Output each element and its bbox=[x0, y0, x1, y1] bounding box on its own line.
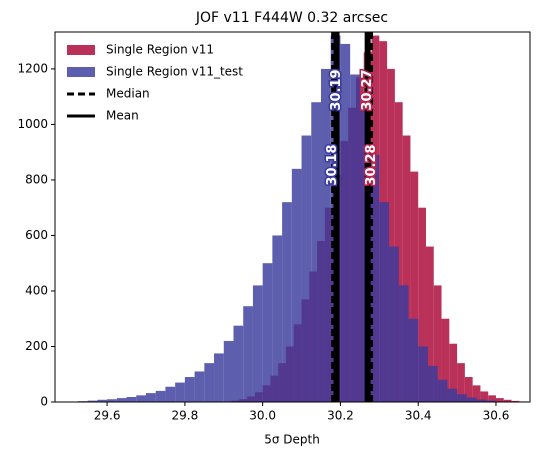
legend-swatch bbox=[67, 45, 95, 55]
legend-label: Median bbox=[106, 87, 150, 101]
bar bbox=[291, 168, 302, 402]
bar bbox=[155, 390, 166, 402]
bar bbox=[418, 346, 428, 402]
legend-label: Single Region v11 bbox=[106, 43, 214, 57]
bar bbox=[223, 340, 234, 402]
bar bbox=[145, 393, 156, 402]
marker-label: 30.28 bbox=[364, 144, 379, 185]
bar bbox=[116, 398, 127, 402]
bar bbox=[252, 285, 263, 402]
bar bbox=[243, 306, 253, 402]
y-tick-label: 0 bbox=[40, 395, 48, 409]
bar bbox=[97, 399, 108, 402]
bar bbox=[410, 171, 419, 402]
bar bbox=[441, 318, 450, 402]
x-tick-label: 30.4 bbox=[405, 409, 432, 423]
x-tick-label: 30.6 bbox=[483, 409, 510, 423]
bar bbox=[262, 263, 273, 402]
bar bbox=[126, 397, 137, 402]
bar bbox=[433, 285, 442, 402]
bar bbox=[136, 395, 146, 402]
x-tick-label: 29.8 bbox=[172, 409, 199, 423]
legend-swatch bbox=[67, 67, 95, 77]
bar bbox=[447, 388, 458, 402]
bar bbox=[194, 371, 205, 402]
bar bbox=[379, 202, 390, 402]
bar bbox=[427, 365, 438, 402]
bar bbox=[311, 102, 321, 402]
y-tick-label: 1000 bbox=[17, 117, 48, 131]
x-tick-label: 30.2 bbox=[327, 409, 354, 423]
bar bbox=[340, 43, 351, 402]
x-axis-label: 5σ Depth bbox=[264, 433, 320, 447]
legend-label: Mean bbox=[106, 109, 139, 123]
bar bbox=[476, 399, 487, 402]
plot-frame bbox=[54, 31, 531, 403]
bar bbox=[398, 285, 409, 402]
y-tick-label: 600 bbox=[25, 228, 48, 242]
bar bbox=[511, 400, 520, 402]
bar bbox=[472, 385, 481, 402]
marker-label: 30.27 bbox=[360, 69, 375, 110]
bar bbox=[87, 400, 98, 402]
bar bbox=[495, 398, 504, 402]
y-tick-label: 200 bbox=[25, 339, 48, 353]
y-tick-label: 800 bbox=[25, 172, 48, 186]
bar bbox=[389, 246, 399, 402]
legend-label: Single Region v11_test bbox=[106, 65, 243, 79]
bar bbox=[488, 395, 496, 402]
chart-title: JOF v11 F444W 0.32 arcsec bbox=[195, 10, 388, 26]
bar bbox=[214, 353, 224, 402]
x-tick-label: 30.0 bbox=[249, 409, 276, 423]
bar bbox=[301, 135, 312, 402]
bar bbox=[184, 377, 195, 402]
bar bbox=[480, 391, 489, 402]
bar bbox=[387, 68, 395, 402]
bar bbox=[503, 399, 512, 402]
bar bbox=[165, 386, 176, 402]
bar bbox=[464, 377, 473, 402]
bar bbox=[282, 202, 292, 402]
bar bbox=[107, 399, 117, 402]
bar bbox=[175, 382, 185, 402]
y-tick-label: 400 bbox=[25, 283, 48, 297]
bar bbox=[350, 74, 360, 403]
bar bbox=[272, 235, 283, 402]
marker-label: 30.18 bbox=[325, 144, 340, 185]
bar bbox=[204, 363, 215, 402]
bar bbox=[402, 135, 411, 402]
bar bbox=[466, 397, 477, 402]
bar bbox=[320, 68, 331, 402]
bar bbox=[394, 102, 403, 402]
bar bbox=[418, 207, 426, 402]
bar bbox=[457, 363, 465, 402]
bar bbox=[369, 154, 380, 402]
bar bbox=[437, 379, 448, 402]
y-tick-label: 1200 bbox=[17, 61, 48, 75]
bar bbox=[449, 343, 458, 402]
bar bbox=[486, 400, 496, 402]
bar bbox=[457, 394, 467, 402]
bar bbox=[233, 325, 244, 402]
bar bbox=[425, 246, 434, 402]
x-tick-label: 29.6 bbox=[94, 409, 121, 423]
bar bbox=[408, 318, 419, 402]
marker-label: 30.19 bbox=[329, 69, 344, 110]
